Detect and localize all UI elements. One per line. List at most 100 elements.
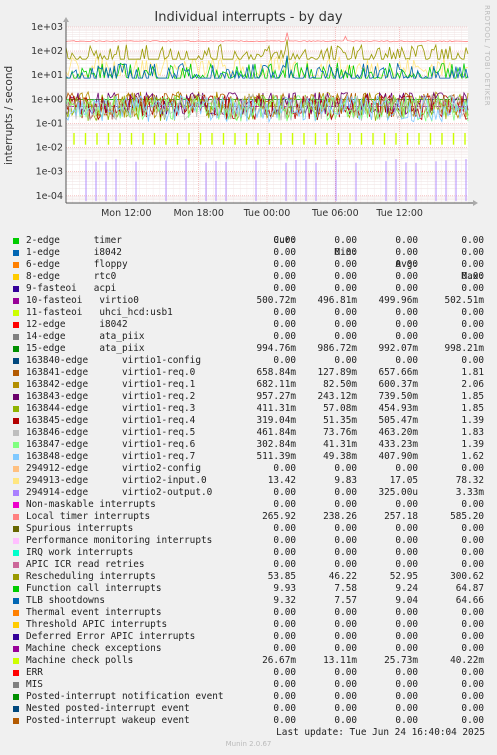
legend-label: Posted-interrupt wakeup event (26, 715, 190, 726)
legend-row: IRQ work interrupts 0.00 0.00 0.00 0.00 (12, 547, 484, 559)
legend-swatch (13, 394, 19, 400)
value-avg: 0.00 (395, 523, 418, 534)
legend-row: 163842-edge virtio1-req.1 682.11m 82.50m 60… (12, 379, 484, 391)
value-min: 0.00 (334, 679, 357, 690)
y-tick-label: 1e-02 (36, 143, 63, 154)
legend-swatch (13, 346, 19, 352)
legend-row: 163847-edge virtio1-req.6 302.84m 41.31m 43… (12, 439, 484, 451)
value-min: 0.00 (334, 331, 357, 342)
value-min: 0.00 (334, 643, 357, 654)
legend-label: Thermal event interrupts (26, 607, 162, 618)
value-max: 0.00 (461, 355, 484, 366)
value-cur: 0.00 (273, 667, 296, 678)
value-cur: 265.92 (262, 511, 296, 522)
value-avg: 454.93m (378, 403, 418, 414)
legend-label: Machine check polls (26, 655, 134, 666)
value-cur: 0.00 (273, 487, 296, 498)
legend-swatch (13, 334, 19, 340)
chart-title: Individual interrupts - by day (154, 10, 343, 25)
value-min: 82.50m (323, 379, 357, 390)
value-cur: 658.84m (256, 367, 296, 378)
legend-swatch (13, 598, 19, 604)
value-avg: 463.20m (378, 427, 418, 438)
legend-label: IRQ work interrupts (26, 547, 134, 558)
value-min: 496.81m (317, 295, 357, 306)
value-min: 73.76m (323, 427, 357, 438)
value-avg: 992.07m (378, 343, 418, 354)
value-min: 0.00 (334, 523, 357, 534)
value-max: 3.33m (455, 487, 484, 498)
legend-swatch (13, 430, 19, 436)
value-avg: 0.00 (395, 547, 418, 558)
y-tick-label: 1e-04 (36, 191, 63, 202)
legend-row: 6-edge floppy 0.00 0.00 0.00 0.00 (12, 259, 484, 271)
legend-label: 294913-edge virtio2-input.0 (26, 475, 207, 486)
legend-swatch (13, 454, 19, 460)
legend-label: TLB shootdowns (26, 595, 106, 606)
legend-row: Performance monitoring interrupts 0.00 0.0… (12, 535, 484, 547)
value-avg: 0.00 (395, 319, 418, 330)
legend-label: Rescheduling interrupts (26, 571, 156, 582)
value-max: 0.00 (461, 607, 484, 618)
value-max: 300.62 (450, 571, 484, 582)
legend-row: 163845-edge virtio1-req.4 319.04m 51.35m 50… (12, 415, 484, 427)
legend-label: 163844-edge virtio1-req.3 (26, 403, 196, 414)
value-min: 0.00 (334, 631, 357, 642)
legend-label: Machine check exceptions (26, 643, 162, 654)
legend-swatch (13, 250, 19, 256)
value-cur: 13.42 (267, 475, 296, 486)
value-cur: 0.00 (273, 619, 296, 630)
value-min: 0.00 (334, 283, 357, 294)
legend-label: 12-edge i8042 (26, 319, 128, 330)
legend-row: 12-edge i8042 0.00 0.00 0.00 0.00 (12, 319, 484, 331)
legend-swatch (13, 610, 19, 616)
legend-row: 163844-edge virtio1-req.3 411.31m 57.08m 45… (12, 403, 484, 415)
legend-swatch (13, 466, 19, 472)
value-min: 0.00 (334, 247, 357, 258)
value-cur: 0.00 (273, 271, 296, 282)
value-min: 0.00 (334, 487, 357, 498)
legend-label: 1-edge i8042 (26, 247, 122, 258)
x-tick-label: Mon 18:00 (173, 208, 223, 219)
value-cur: 9.32 (273, 595, 296, 606)
x-tick-label: Mon 12:00 (101, 208, 151, 219)
value-max: 0.00 (461, 631, 484, 642)
legend-row: Nested posted-interrupt event 0.00 0.00 0.0… (12, 703, 484, 715)
legend-row: Rescheduling interrupts 53.85 46.22 52.95 30… (12, 571, 484, 583)
series-line (65, 94, 469, 124)
value-cur: 0.00 (273, 559, 296, 570)
value-cur: 0.00 (273, 247, 296, 258)
value-min: 0.00 (334, 259, 357, 270)
last-update: Last update: Tue Jun 24 16:40:04 2025 (276, 727, 485, 738)
value-min: 0.00 (334, 559, 357, 570)
x-tick-label: Tue 12:00 (375, 208, 423, 219)
value-min: 0.00 (334, 667, 357, 678)
value-cur: 0.00 (273, 307, 296, 318)
value-avg: 0.00 (395, 559, 418, 570)
value-avg: 0.00 (395, 679, 418, 690)
value-min: 0.00 (334, 619, 357, 630)
legend-label: 294912-edge virtio2-config (26, 463, 201, 474)
value-avg: 257.18 (384, 511, 418, 522)
legend-label: Posted-interrupt notification event (26, 691, 224, 702)
value-cur: 53.85 (267, 571, 296, 582)
y-tick-label: 1e+01 (31, 70, 63, 81)
legend-swatch (13, 634, 19, 640)
value-min: 0.00 (334, 703, 357, 714)
legend-swatch (13, 286, 19, 292)
value-cur: 0.00 (273, 319, 296, 330)
value-min: 986.72m (317, 343, 357, 354)
legend-row: Machine check exceptions 0.00 0.00 0.00 0.00 (12, 643, 484, 655)
legend-label: 10-fasteoi virtio0 (26, 295, 139, 306)
value-min: 0.00 (334, 607, 357, 618)
legend-row: Threshold APIC interrupts 0.00 0.00 0.00 0.0… (12, 619, 484, 631)
value-min: 0.00 (334, 547, 357, 558)
legend-swatch (13, 682, 19, 688)
legend-swatch (13, 262, 19, 268)
value-avg: 0.00 (395, 331, 418, 342)
value-cur: 0.00 (273, 283, 296, 294)
value-cur: 26.67m (262, 655, 296, 666)
legend-swatch (13, 442, 19, 448)
value-avg: 0.00 (395, 355, 418, 366)
legend-swatch (13, 310, 19, 316)
